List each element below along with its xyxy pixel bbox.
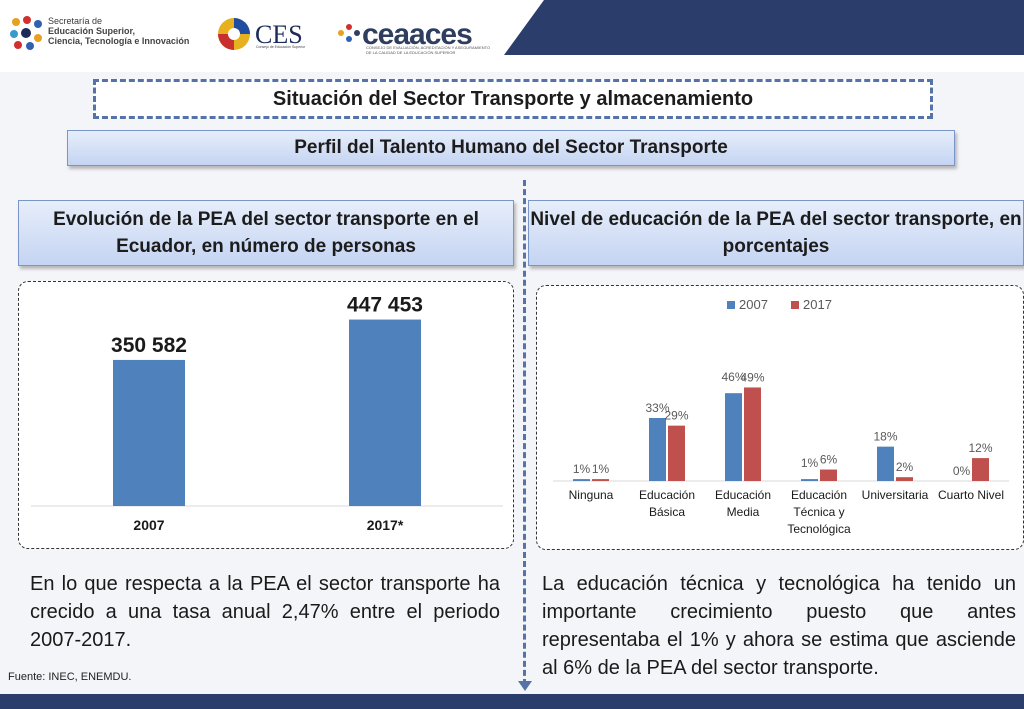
data-label: 46% (721, 370, 745, 384)
bar-2007-1 (649, 418, 666, 481)
data-label: 1% (592, 462, 610, 476)
pea-evolution-chart-panel: 350 582 2007 447 453 2017* (18, 281, 514, 549)
bar-2017-0 (592, 479, 609, 481)
x-tick-label: Ninguna (569, 488, 614, 502)
senescyt-logo-icon (10, 16, 42, 50)
x-tick-label: Básica (649, 505, 685, 519)
left-chart-title: Evolución de la PEA del sector transport… (18, 200, 514, 266)
bar-2007 (113, 359, 185, 506)
legend-label-2017: 2017 (803, 297, 832, 312)
data-label: 33% (645, 401, 669, 415)
header-band (504, 0, 1024, 55)
page-title: Situación del Sector Transporte y almace… (93, 79, 933, 119)
right-description: La educación técnica y tecnológica ha te… (542, 573, 1016, 679)
bar-2017-3 (820, 469, 837, 481)
bar-2007-2 (725, 393, 742, 481)
data-label: 1% (573, 462, 591, 476)
legend-label-2007: 2007 (739, 297, 768, 312)
data-label: 6% (820, 453, 838, 467)
bar-2007-4 (877, 446, 894, 481)
bar-2017-5 (972, 458, 989, 481)
ces-logo-subtext: Consejo de Educación Superior (256, 45, 306, 49)
footer-bar (0, 694, 1024, 709)
data-label: 447 453 (347, 294, 423, 317)
x-tick-label: Universitaria (862, 488, 929, 502)
x-tick-label: Educación (639, 488, 695, 502)
vertical-divider (523, 180, 526, 685)
pea-evolution-chart: 350 582 2007 447 453 2017* (31, 294, 503, 533)
x-tick-label: Técnica y (793, 505, 844, 519)
left-description: En lo que respecta a la PEA el sector tr… (30, 573, 500, 651)
x-tick-label: Cuarto Nivel (938, 488, 1004, 502)
data-label: 0% (953, 464, 971, 478)
section-subtitle: Perfil del Talento Humano del Sector Tra… (67, 130, 955, 166)
ceaaces-logo-subtext: CONSEJO DE EVALUACIÓN, ACREDITACIÓN Y AS… (366, 45, 491, 55)
bar-2007-0 (573, 479, 590, 481)
bar-2017-1 (668, 425, 685, 481)
data-label: 29% (664, 409, 688, 423)
right-chart-title: Nivel de educación de la PEA del sector … (528, 200, 1024, 266)
legend-swatch-2017 (791, 301, 799, 309)
ces-logo-text: CES (255, 20, 303, 49)
data-label: 18% (873, 430, 897, 444)
data-label: 49% (740, 370, 764, 384)
x-tick-label: Educación (715, 488, 771, 502)
header-bar: Secretaría de Educación Superior, Cienci… (0, 0, 1024, 72)
data-label: 1% (801, 456, 819, 470)
bar-2007-3 (801, 479, 818, 481)
bar-2017* (349, 319, 421, 506)
data-label: 12% (968, 441, 992, 455)
ceaaces-logo-icon (338, 24, 360, 42)
divider-arrow-icon (518, 681, 532, 691)
senescyt-logo-text: Secretaría de Educación Superior, Cienci… (48, 16, 190, 46)
legend-swatch-2007 (727, 301, 735, 309)
x-tick-label: 2007 (133, 517, 164, 533)
ces-logo-icon (218, 18, 250, 50)
source-note: Fuente: INEC, ENEMDU. (8, 671, 132, 683)
bar-2017-4 (896, 477, 913, 481)
bar-2017-2 (744, 387, 761, 481)
education-level-chart-panel: 2007 2017 1% 1% Ninguna 33% 29% Educación Básica… (536, 285, 1024, 550)
x-tick-label: Media (727, 505, 760, 519)
x-tick-label: 2017* (367, 517, 404, 533)
x-tick-label: Educación (791, 488, 847, 502)
data-label: 2% (896, 460, 914, 474)
data-label: 350 582 (111, 334, 187, 357)
x-tick-label: Tecnológica (787, 522, 851, 536)
ceaaces-logo-text: ceaaces (362, 18, 473, 51)
